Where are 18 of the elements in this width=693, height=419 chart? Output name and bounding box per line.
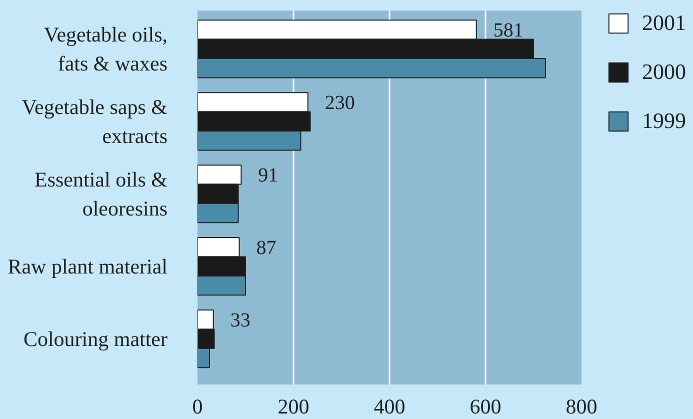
x-tick-label: 0 — [192, 394, 203, 418]
data-label: 91 — [258, 164, 278, 187]
data-label: 581 — [493, 20, 524, 42]
y-tick-label: Colouring matter — [23, 326, 168, 351]
data-label: 230 — [324, 92, 355, 114]
legend-label: 2001 — [642, 10, 686, 36]
y-tick-label: Raw plant material — [8, 254, 168, 278]
x-tick-label: 600 — [470, 394, 502, 418]
x-tick-label: 400 — [374, 394, 406, 418]
x-tick-label: 800 — [566, 394, 598, 418]
y-tick-label: Vegetable saps & extracts — [22, 94, 168, 148]
data-label: 87 — [256, 237, 276, 260]
legend-label: 1999 — [642, 108, 686, 134]
data-label: 33 — [230, 310, 250, 332]
legend-label: 2000 — [642, 59, 686, 85]
y-tick-label: Vegetable oils, fats & waxes — [44, 22, 168, 76]
x-tick-label: 200 — [278, 394, 310, 418]
y-tick-label: Essential oils & oleoresins — [34, 167, 168, 220]
